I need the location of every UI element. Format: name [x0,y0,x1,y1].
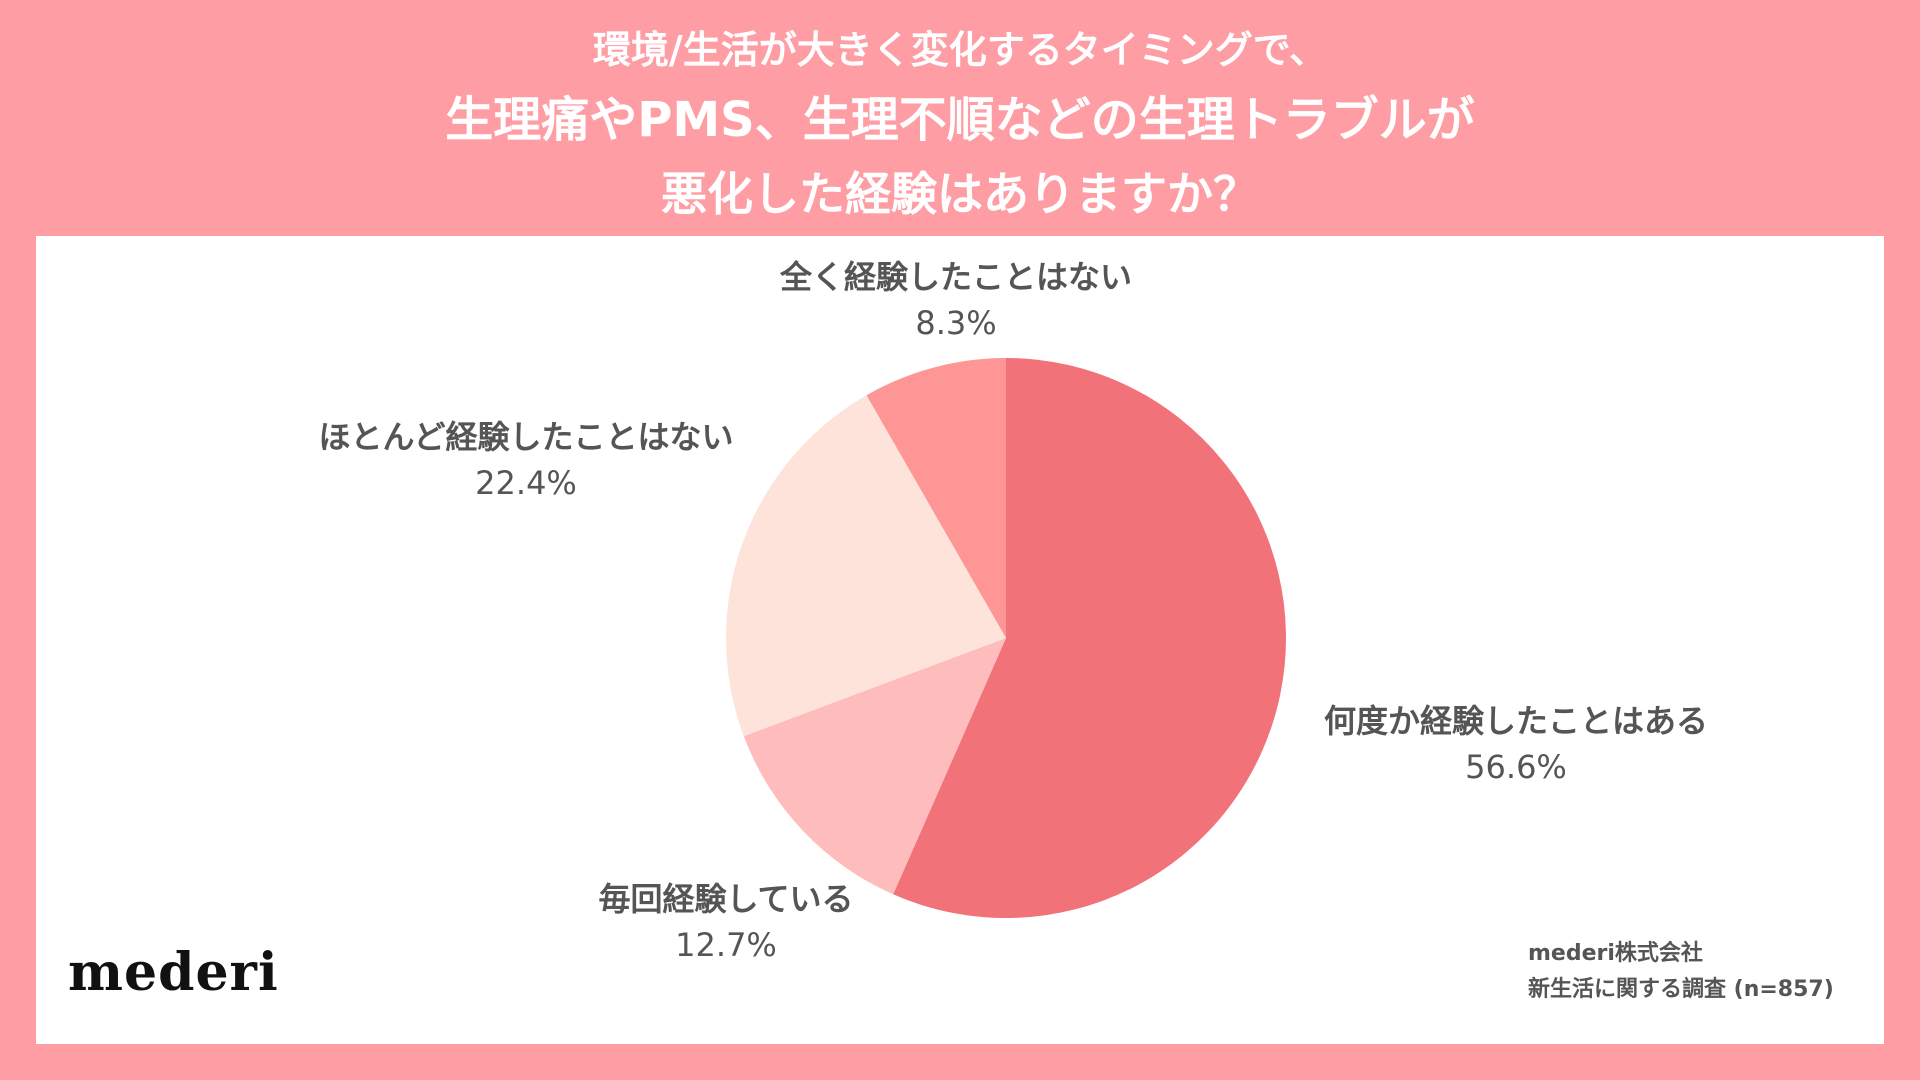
title-line-3: 悪化した経験はありますか？ [661,167,1259,221]
slice-label-never-name: 全く経験したことはない [779,258,1132,296]
slice-label-sometimes: 何度か経験したことはある 56.6% [1266,698,1766,790]
source-survey: 新生活に関する調査 (n=857) [1528,977,1834,1002]
slice-label-never: 全く経験したことはない 8.3% [696,254,1216,346]
mederi-logo: mederi [68,942,279,1003]
slice-label-every-time-value: 12.7% [675,926,777,964]
slice-label-never-value: 8.3% [915,304,997,342]
source-note: mederi株式会社 新生活に関する調査 (n=857) [1528,936,1834,1008]
slice-label-every-time: 毎回経験している 12.7% [516,876,936,968]
title-line-2: 生理痛やPMS、生理不順などの生理トラブルが [445,92,1475,148]
slice-label-rarely-name: ほとんど経験したことはない [318,418,734,456]
slice-every-time [743,638,1006,895]
slice-sometimes [893,358,1286,918]
slice-label-rarely-value: 22.4% [475,464,577,502]
slice-label-rarely: ほとんど経験したことはない 22.4% [256,414,796,506]
chart-panel: 全く経験したことはない 8.3% ほとんど経験したことはない 22.4% 何度か… [36,236,1884,1044]
pie-chart [726,358,1286,918]
title-line-1: 環境/生活が大きく変化するタイミングで、 [592,28,1328,72]
slice-label-sometimes-value: 56.6% [1465,748,1567,786]
slice-rarely [726,395,1006,737]
chart-title: 環境/生活が大きく変化するタイミングで、 生理痛やPMS、生理不順などの生理トラ… [0,18,1920,230]
slice-label-sometimes-name: 何度か経験したことはある [1323,702,1708,740]
slice-never [866,358,1006,638]
slice-label-every-time-name: 毎回経験している [598,880,854,918]
source-company: mederi株式会社 [1528,941,1703,966]
